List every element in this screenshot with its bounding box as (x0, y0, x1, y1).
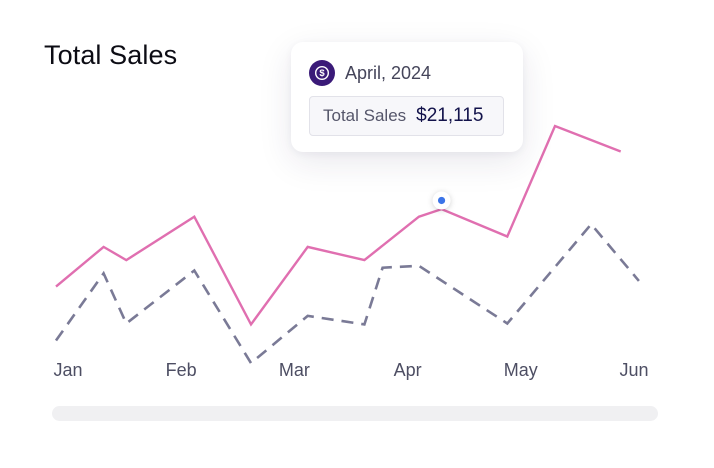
dollar-coin-icon: $ (309, 60, 335, 86)
x-tick-label: Mar (279, 360, 310, 380)
horizontal-scrollbar[interactable] (52, 406, 658, 421)
x-tick-label: Apr (394, 360, 422, 380)
hover-point[interactable] (437, 196, 446, 205)
chart-title: Total Sales (44, 40, 178, 70)
x-tick-label: Jun (619, 360, 648, 380)
x-tick-label: Feb (166, 360, 197, 380)
series-line-solid (55, 124, 622, 327)
chart-tooltip: $ April, 2024 Total Sales $21,115 (291, 42, 523, 152)
hover-marker (432, 191, 451, 210)
series-line-dashed (54, 222, 640, 366)
tooltip-date: April, 2024 (345, 62, 432, 83)
x-tick-label: May (504, 360, 538, 380)
svg-text:$: $ (319, 68, 325, 79)
x-tick-label: Jan (53, 360, 82, 380)
tooltip-value-box: Total Sales $21,115 (309, 96, 504, 136)
tooltip-header: $ April, 2024 (309, 60, 431, 86)
chart-lines (54, 124, 640, 366)
tooltip-value: $21,115 (416, 105, 484, 126)
tooltip-label: Total Sales (323, 106, 407, 125)
x-axis-ticks: Jan Feb Mar Apr May Jun (53, 360, 648, 380)
